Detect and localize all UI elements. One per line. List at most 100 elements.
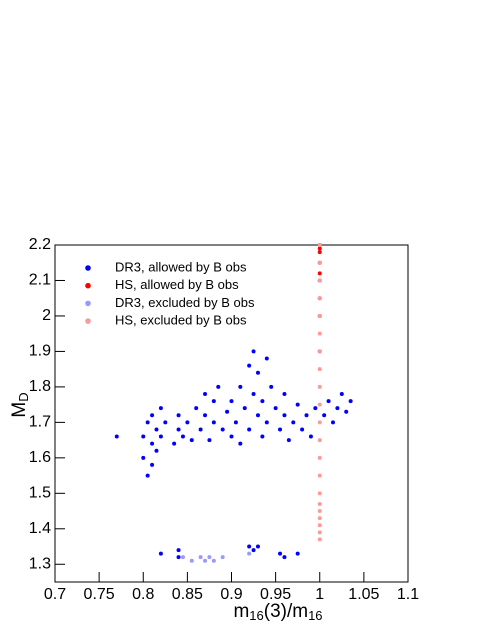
data-point [229,399,234,404]
y-tick-label: 1.8 [29,378,51,395]
data-point [172,441,177,446]
data-point [176,555,181,560]
data-point [313,406,318,411]
data-point [176,413,181,418]
data-point [242,406,247,411]
data-point [251,349,256,354]
data-point [247,427,252,432]
x-tick-label: 0.75 [84,586,115,603]
data-point [278,551,283,556]
data-point [194,406,199,411]
data-point [317,420,322,425]
data-point [260,434,265,439]
data-point [198,427,203,432]
data-point [229,434,234,439]
x-axis-label-part: 16 [308,608,322,623]
data-point [114,434,119,439]
legend-label: DR3, allowed by B obs [115,259,247,274]
data-point [282,555,287,560]
data-point [300,427,305,432]
data-point [251,391,256,396]
data-point [247,544,252,549]
data-point [282,391,287,396]
data-point [176,548,181,553]
data-point [158,551,163,556]
data-point [247,551,252,556]
data-point [238,441,243,446]
data-point [158,434,163,439]
x-tick-label: 1.05 [348,586,379,603]
data-point [339,391,344,396]
data-point [203,558,208,563]
data-point [211,420,216,425]
legend-marker [85,300,91,307]
x-axis-label-part: m [233,601,249,622]
data-point [317,491,322,496]
data-point [189,558,194,563]
data-point [141,455,146,460]
data-point [317,530,322,535]
y-tick-label: 1.5 [29,485,51,502]
data-point [295,551,300,556]
data-point [220,555,225,560]
data-point [145,473,150,478]
data-point [317,349,322,354]
legend-marker [85,265,91,271]
y-tick-label: 1.9 [29,343,51,360]
data-point [317,296,322,301]
data-point [282,413,287,418]
data-point [322,413,327,418]
data-point [216,384,221,389]
data-point [317,516,322,521]
data-point [304,413,309,418]
y-tick-label: 2 [42,307,51,324]
x-axis-label-part: 16 [249,608,263,623]
data-point [255,413,260,418]
data-point [326,399,331,404]
data-point [203,391,208,396]
y-tick-label: 2.2 [29,236,51,253]
x-tick-label: 1.1 [397,586,419,603]
data-point [207,438,212,443]
data-point [344,409,349,414]
legend-label: DR3, excluded by B obs [115,295,255,310]
data-point [317,537,322,542]
data-point [335,406,340,411]
data-point [255,370,260,375]
data-point [317,384,322,389]
data-point [158,406,163,411]
data-point [203,413,208,418]
data-point [308,434,313,439]
data-point [330,420,335,425]
data-point [317,523,322,528]
data-point [220,427,225,432]
data-point [273,406,278,411]
data-point [211,558,216,563]
data-point [163,420,168,425]
data-point [264,420,269,425]
data-point [264,356,269,361]
data-point [317,438,322,443]
data-point [251,548,256,553]
data-point [145,420,150,425]
x-tick-label: 0.9 [220,586,242,603]
x-tick-label: 0.95 [260,586,291,603]
data-point [233,420,238,425]
x-tick-label: 1 [315,586,324,603]
data-point [317,250,322,255]
y-axis-label: MD [9,392,31,417]
data-point [317,278,322,283]
data-point [348,399,353,404]
data-point [198,555,203,560]
y-tick-label: 1.4 [29,520,51,537]
data-point [269,384,274,389]
data-point [238,384,243,389]
data-point [278,427,283,432]
y-tick-label: 1.6 [29,449,51,466]
legend-marker [85,318,91,324]
data-point [180,555,185,560]
y-tick-label: 1.3 [29,555,51,572]
data-point [317,455,322,460]
y-tick-label: 1.7 [29,414,51,431]
data-point [317,367,322,372]
